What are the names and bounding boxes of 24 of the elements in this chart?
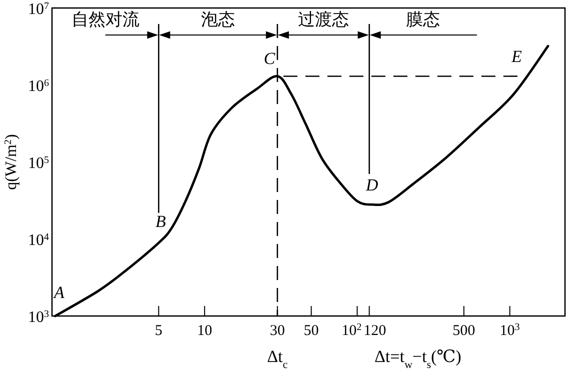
annotation: A xyxy=(54,283,64,302)
x-tick-label: 500 xyxy=(452,323,476,339)
x-tick-label: 10 xyxy=(197,323,212,339)
y-tick-label: 10$^{4}$ xyxy=(28,232,49,249)
annotation: 过渡态 xyxy=(298,10,349,29)
annotation: B xyxy=(155,212,166,231)
x-tick-label: 10$^{2}$ xyxy=(342,322,362,339)
y-tick-label: 10$^{5}$ xyxy=(28,154,49,172)
x-tick-label: 10$^{3}$ xyxy=(500,322,520,339)
annotation: C xyxy=(264,49,276,68)
annotation: E xyxy=(511,47,522,66)
annotation: 膜态 xyxy=(406,10,440,29)
annotation: 泡态 xyxy=(201,10,236,29)
x-tick-label: 30 xyxy=(270,323,285,339)
y-tick-label: 10$^{6}$ xyxy=(28,78,49,95)
x-tick-label: 5 xyxy=(154,323,162,339)
annotation: D xyxy=(366,176,378,195)
x-tick-label: 120 xyxy=(364,323,386,339)
annotation: 自然对流 xyxy=(71,10,140,29)
x-axis-title: Δt=t$_{w}$−t$_{s}$(℃) xyxy=(374,347,462,370)
y-tick-label: 10$^{7}$ xyxy=(28,0,49,18)
y-tick-label: 10$^{3}$ xyxy=(28,308,49,326)
x-tick-label: 50 xyxy=(304,323,319,339)
annotation: Δt$_{c}$ xyxy=(267,347,288,370)
